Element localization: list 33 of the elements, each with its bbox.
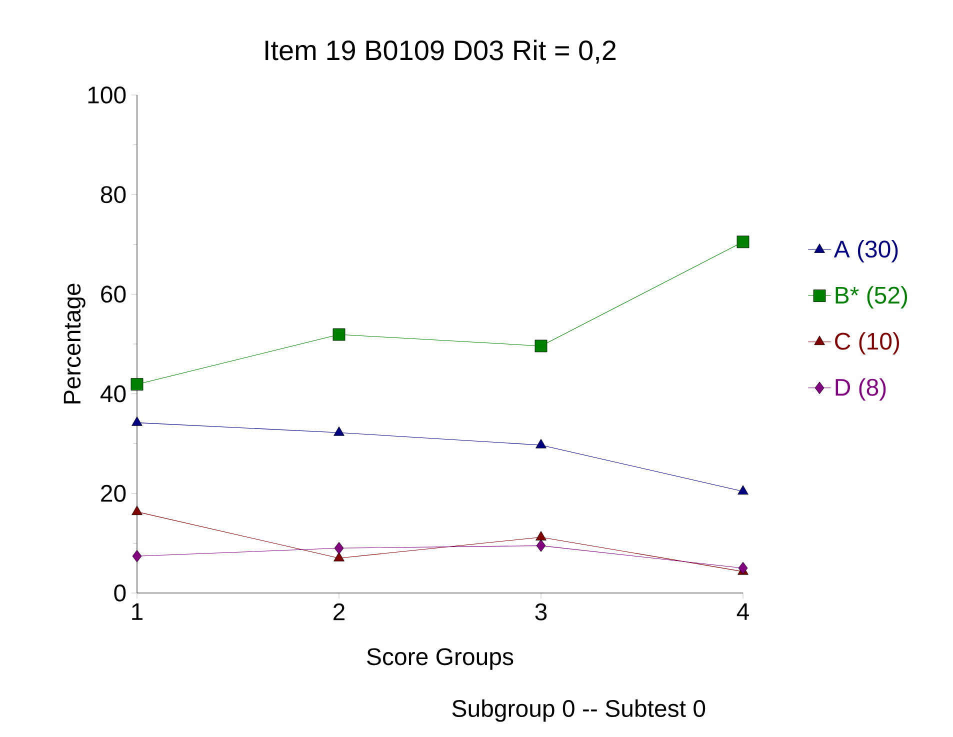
legend-label: D (8) — [836, 378, 886, 401]
text: Subgroup 0 -- Subtest 0 — [452, 699, 706, 722]
point — [536, 539, 546, 552]
point — [130, 378, 144, 391]
point — [536, 438, 546, 448]
point — [536, 531, 546, 540]
point — [132, 416, 142, 426]
point — [132, 506, 142, 516]
y-tick-label: 0 — [114, 584, 126, 602]
y-tick-label: 80 — [100, 186, 126, 204]
y-tick-label: 20 — [101, 484, 126, 502]
point — [334, 552, 344, 562]
y-tick-label: 100 — [88, 86, 126, 104]
point — [332, 328, 346, 341]
y-tick-label: 60 — [101, 286, 126, 303]
point — [334, 542, 344, 554]
point — [334, 426, 344, 436]
legend-label: C (10) — [835, 332, 899, 355]
x-tick-label: 3 — [535, 603, 547, 620]
point — [738, 485, 748, 495]
legend-label: B* (52) — [836, 286, 908, 308]
x-tick-label: 2 — [334, 603, 344, 620]
legend-label: A (30) — [834, 240, 898, 262]
point — [736, 236, 750, 248]
y-tick-label: 40 — [100, 385, 126, 402]
point — [534, 340, 548, 352]
point — [738, 562, 748, 574]
x-axis-title: Score Groups — [367, 648, 514, 670]
x-tick-label: 4 — [736, 603, 749, 620]
y-axis-title: Percentage — [64, 284, 86, 404]
chart-title: Item 19 B0109 D03 Rit = 0,2 — [266, 40, 616, 64]
x-tick-label: 1 — [132, 603, 142, 620]
point — [132, 550, 142, 562]
